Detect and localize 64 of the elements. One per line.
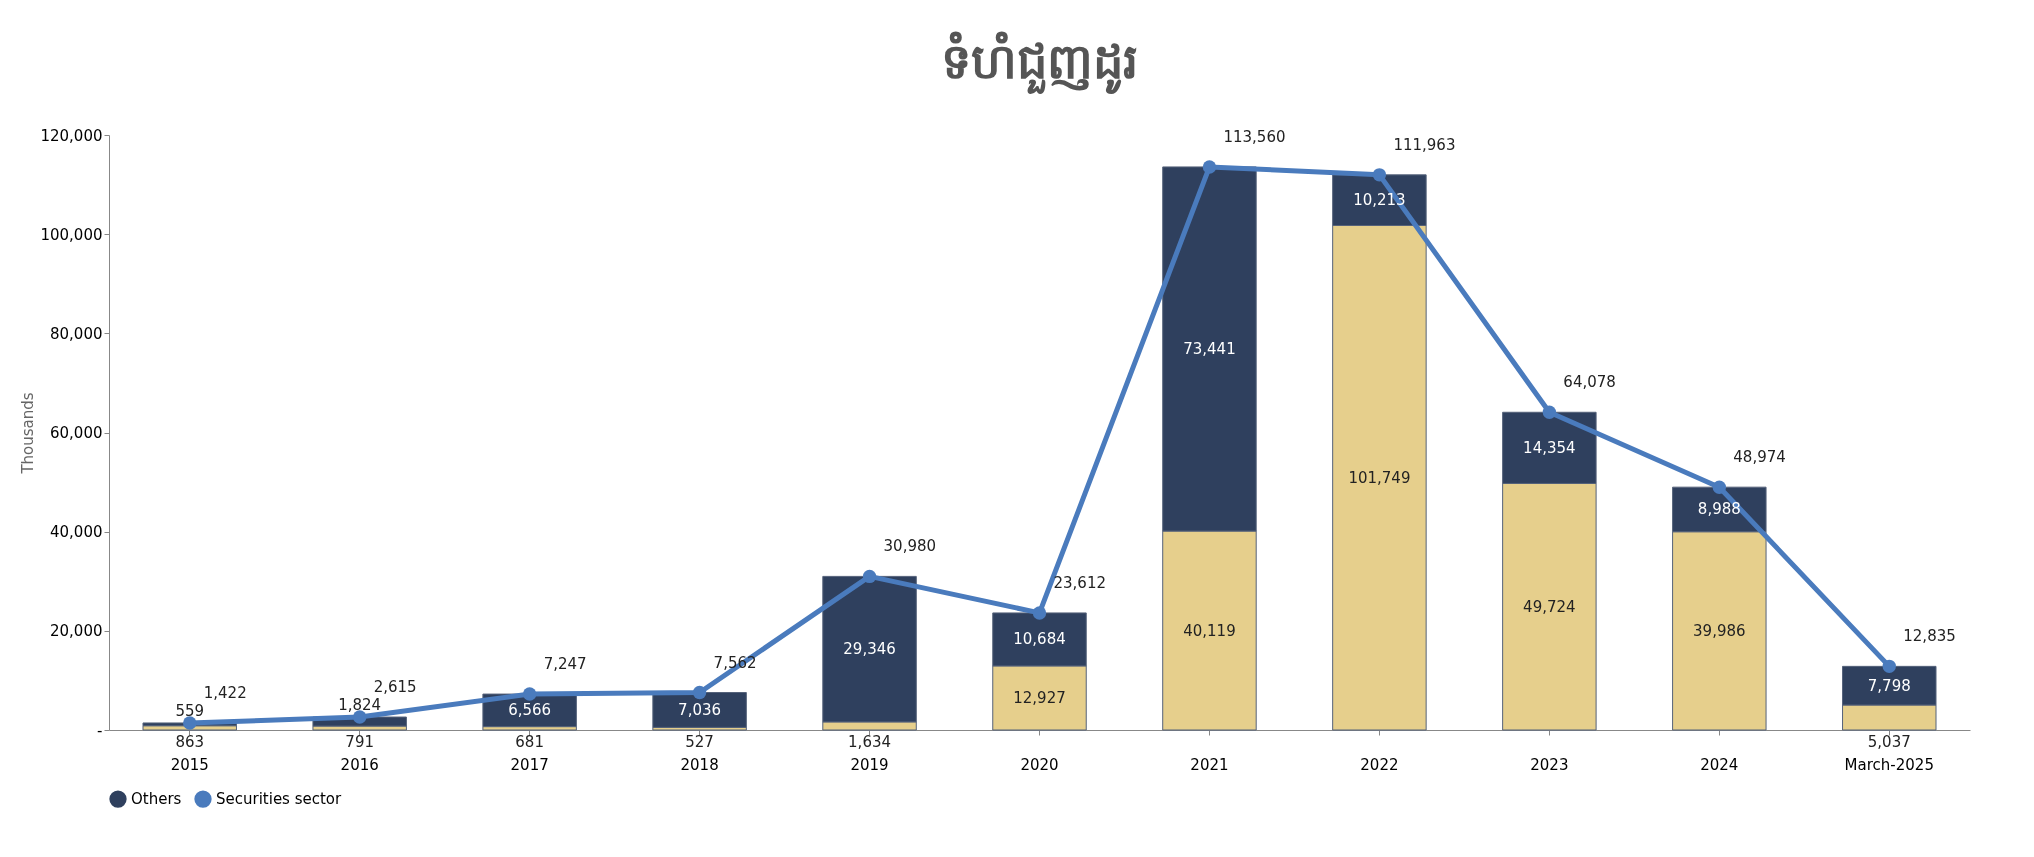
y-tick-label: -: [97, 721, 103, 740]
data-label: 40,119: [1183, 621, 1236, 640]
legend-label: Securities sector: [216, 790, 343, 809]
y-tick-label: 60,000: [50, 424, 103, 442]
data-label: 10,213: [1353, 191, 1406, 210]
data-label: 29,346: [843, 640, 896, 659]
data-label: 39,986: [1693, 621, 1746, 640]
chart-title: ទំហំជួញដូរ: [941, 31, 1138, 94]
x-tick-label: 2024: [1700, 755, 1739, 774]
y-tick-label: 20,000: [50, 622, 103, 641]
y-tick-label: 100,000: [40, 225, 103, 244]
data-label: 30,980: [883, 537, 937, 556]
point: [1712, 480, 1727, 494]
data-label: 8,988: [1697, 500, 1741, 519]
data-label: 7,036: [678, 700, 722, 719]
point: [862, 569, 877, 584]
data-label: 48,974: [1733, 448, 1786, 467]
data-label: 681: [515, 733, 544, 751]
x-tick-label: 2020: [1020, 755, 1059, 774]
point: [522, 687, 537, 701]
point: [1202, 160, 1217, 174]
data-label: 2,615: [373, 678, 417, 697]
data-label: 111,963: [1393, 135, 1456, 154]
data-label: 12,835: [1903, 627, 1956, 646]
data-label: 527: [685, 733, 714, 751]
data-label: 23,612: [1053, 573, 1106, 592]
data-label: 1,422: [203, 683, 247, 702]
x-tick-label: 2021: [1190, 755, 1229, 774]
data-label: 5,037: [1867, 733, 1911, 751]
data-label: 64,078: [1563, 373, 1616, 392]
point: [183, 716, 197, 730]
y-tick-label: 40,000: [50, 523, 103, 542]
data-label: 863: [175, 733, 205, 751]
data-label: 113,560: [1223, 127, 1286, 146]
data-label: 7,798: [1867, 676, 1911, 695]
x-tick-label: 2017: [510, 755, 549, 774]
x-tick-label: 2019: [850, 755, 889, 774]
point: [1542, 405, 1557, 419]
x-tick-label: March-2025: [1844, 755, 1934, 774]
data-label: 10,684: [1013, 630, 1066, 649]
data-label: 101,749: [1348, 468, 1411, 487]
data-label: 73,441: [1183, 340, 1236, 358]
x-tick-label: 2015: [170, 755, 209, 774]
x-tick-label: 2022: [1360, 755, 1399, 774]
point: [692, 685, 707, 700]
y-axis-title: Thousands: [19, 392, 38, 475]
legend-label: Others: [131, 790, 182, 809]
data-label: 14,354: [1523, 438, 1576, 457]
y-tick-label: 120,000: [40, 126, 103, 145]
x-tick-label: 2016: [340, 755, 379, 774]
data-label: 49,724: [1523, 597, 1576, 616]
data-label: 12,927: [1013, 688, 1066, 707]
data-label: 1,634: [848, 733, 892, 751]
point: [1882, 659, 1896, 674]
data-label: 559: [175, 701, 205, 720]
x-tick-label: 2018: [680, 755, 719, 774]
data-label: 6,566: [508, 701, 552, 720]
x-tick-label: 2023: [1530, 755, 1569, 774]
y-tick-label: 80,000: [50, 324, 103, 343]
point: [1372, 168, 1387, 182]
point: [1032, 606, 1047, 620]
data-label: 791: [345, 733, 374, 751]
data-label: 1,824: [338, 696, 382, 715]
data-label: 7,247: [543, 655, 587, 674]
